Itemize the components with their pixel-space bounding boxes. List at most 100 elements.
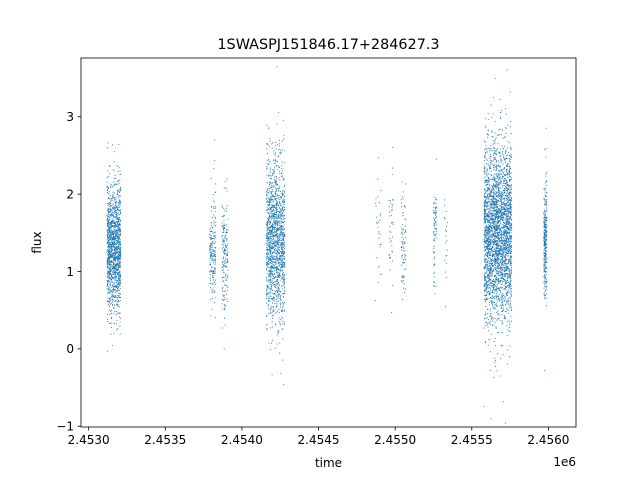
- data-point: [225, 249, 227, 251]
- data-point: [273, 206, 275, 208]
- data-point: [269, 283, 271, 285]
- data-point: [119, 283, 121, 285]
- data-point: [222, 286, 224, 289]
- data-point: [210, 249, 212, 251]
- data-point: [107, 212, 109, 214]
- data-point: [109, 211, 111, 213]
- data-point: [265, 197, 268, 199]
- data-point: [269, 223, 271, 225]
- data-point: [272, 270, 274, 272]
- data-point: [266, 259, 268, 261]
- data-point: [510, 245, 512, 247]
- data-point: [276, 216, 278, 218]
- data-point: [273, 172, 275, 174]
- data-point: [272, 206, 274, 208]
- data-point: [274, 283, 276, 285]
- data-point: [270, 221, 272, 223]
- data-point: [112, 285, 114, 287]
- data-point: [113, 237, 115, 239]
- data-point: [116, 224, 118, 226]
- data-point: [281, 236, 283, 238]
- data-point: [392, 174, 394, 176]
- data-point: [269, 271, 271, 273]
- data-point: [489, 351, 492, 353]
- data-point: [497, 300, 499, 302]
- data-point: [115, 221, 117, 223]
- data-point: [269, 252, 271, 254]
- data-point: [115, 264, 117, 266]
- data-point: [120, 173, 122, 176]
- data-point: [400, 279, 402, 282]
- data-point: [487, 193, 489, 195]
- data-point: [493, 227, 495, 229]
- data-point: [119, 284, 121, 286]
- data-point: [401, 196, 403, 198]
- data-point: [275, 259, 277, 261]
- data-point: [273, 219, 276, 221]
- data-point: [277, 183, 279, 185]
- data-point: [433, 265, 435, 267]
- data-point: [119, 229, 122, 232]
- data-point: [269, 199, 271, 201]
- data-point: [272, 248, 274, 250]
- data-point: [113, 232, 115, 234]
- data-point: [276, 233, 278, 235]
- data-point: [435, 210, 437, 212]
- data-point: [403, 279, 405, 282]
- data-point: [111, 290, 113, 292]
- data-point: [268, 308, 270, 310]
- data-point: [210, 255, 212, 257]
- data-point: [115, 234, 117, 236]
- data-point: [493, 158, 496, 160]
- data-point: [111, 209, 113, 211]
- data-point: [109, 298, 111, 301]
- data-point: [444, 229, 447, 231]
- data-point: [495, 210, 497, 212]
- data-point: [266, 233, 268, 235]
- data-point: [270, 236, 272, 238]
- data-point: [274, 220, 276, 222]
- data-point: [495, 303, 497, 305]
- data-point: [488, 220, 490, 222]
- data-point: [271, 216, 273, 218]
- data-point: [114, 248, 116, 250]
- data-point: [112, 218, 114, 220]
- data-point: [507, 176, 509, 178]
- data-point: [283, 178, 285, 180]
- data-point: [400, 247, 402, 249]
- data-point: [113, 244, 115, 246]
- data-point: [115, 272, 117, 274]
- data-point: [497, 226, 499, 228]
- data-point: [214, 262, 216, 264]
- data-point: [213, 201, 216, 203]
- data-point: [277, 168, 279, 170]
- data-point: [112, 231, 114, 234]
- data-point: [267, 297, 269, 300]
- data-point: [222, 290, 224, 292]
- data-point: [496, 206, 498, 208]
- data-point: [272, 267, 274, 269]
- data-point: [268, 280, 270, 282]
- data-point: [266, 226, 268, 228]
- data-point: [433, 202, 435, 204]
- data-point: [269, 312, 271, 314]
- data-point: [214, 241, 216, 243]
- data-point: [500, 161, 502, 163]
- data-point: [211, 252, 213, 254]
- data-point: [492, 150, 494, 152]
- data-point: [271, 270, 273, 272]
- data-point: [271, 201, 273, 203]
- data-point: [113, 282, 115, 284]
- data-point: [510, 172, 512, 174]
- data-point: [223, 242, 225, 244]
- data-point: [214, 292, 216, 294]
- data-point: [112, 222, 114, 224]
- data-point: [274, 312, 276, 314]
- data-point: [485, 156, 487, 158]
- data-point: [107, 301, 110, 303]
- data-point: [270, 246, 273, 248]
- data-point: [504, 222, 506, 224]
- data-point: [273, 185, 275, 187]
- data-point: [488, 288, 490, 290]
- data-point: [273, 237, 275, 239]
